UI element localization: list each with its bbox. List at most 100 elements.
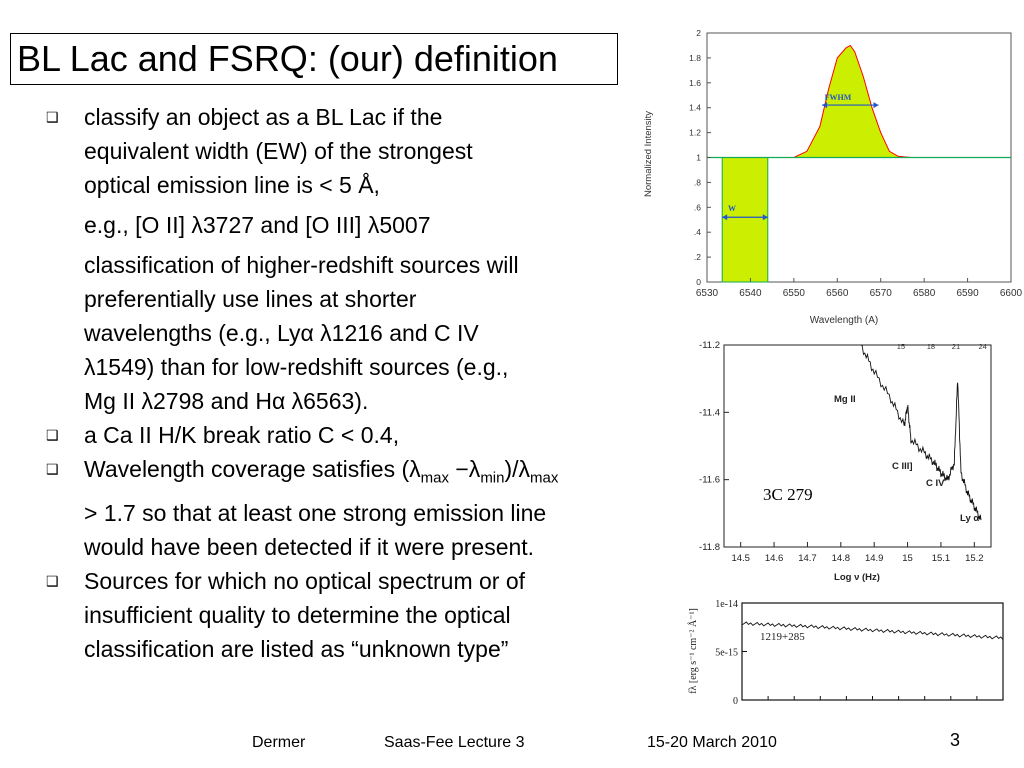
halpha-line-profile-chart: 6530 6540 6550 6560 6570 6580 6590 6600 0 .2 .4 .6.…: [643, 28, 1023, 326]
x-tick-label: 15.1: [932, 553, 951, 564]
bullet-text-line: optical emission line is < 5 Å,: [84, 172, 380, 198]
bullet-text-line: equivalent width (EW) of the strongest: [84, 138, 473, 164]
x-axis-label: Wavelength (A): [810, 315, 879, 326]
y-tick-label: 1.8: [689, 53, 701, 63]
x-tick-label: 14.6: [765, 553, 784, 564]
x-tick-label: 6600: [1000, 288, 1023, 299]
top-tick-label: 15: [897, 342, 905, 351]
w-label: W: [728, 204, 736, 213]
bullet-text-line: Sources for which no optical spectrum or…: [84, 567, 526, 594]
equivalent-width-box: [721, 157, 769, 283]
bullet-text-line: Wavelength coverage satisfies (λmax −λmi…: [84, 452, 680, 496]
top-tick-label: 21: [952, 342, 960, 351]
source-name-label: 3C 279: [763, 485, 813, 504]
checkbox-bullet-icon: ❑: [46, 427, 59, 443]
y-tick-label: -11.2: [699, 340, 720, 351]
footer-author: Dermer: [252, 734, 306, 751]
line-label-lya: Ly α: [960, 513, 979, 524]
bullet-text-line: classification are listed as “unknown ty…: [84, 635, 509, 662]
example-lines: e.g., [O II] λ3727 and [O III] λ5007: [84, 212, 431, 238]
1219-285-spectrum-chart: 1e-14 5e-15 0 fλ [erg s⁻¹ cm⁻² Å⁻¹] 1219+2…: [687, 599, 1004, 707]
x-tick-label: 6560: [826, 288, 849, 299]
x-tick-label: 15.2: [965, 553, 984, 564]
subscript: min: [480, 469, 505, 487]
emission-line-fill: [707, 45, 1011, 158]
bullet-text-line: would have been detected if it were pres…: [84, 533, 535, 560]
y-tick-label: -11.6: [699, 475, 720, 486]
y-tick-label: 1.2: [689, 128, 701, 138]
y-axis-label: Normalized Intensity: [643, 111, 654, 197]
x-tick-label: 6590: [956, 288, 979, 299]
page-number: 3: [950, 730, 961, 750]
y-tick-label: 2: [696, 28, 701, 38]
top-tick-label: 24: [978, 342, 986, 351]
checkbox-bullet-icon: ❑: [46, 109, 59, 125]
y-tick-label: .8: [694, 177, 701, 187]
checkbox-bullet-icon: ❑: [46, 572, 59, 589]
fwhm-arrowhead-left: [822, 102, 828, 109]
y-tick-label: 1.6: [689, 78, 701, 88]
fwhm-arrowhead-right: [873, 102, 879, 109]
bullet-ca-break: ❑ a Ca II H/K break ratio C < 0.4,: [40, 418, 680, 452]
top-tick-label: 18: [927, 342, 935, 351]
line-label-ciii: C III]: [892, 461, 913, 472]
y-tick-label: -11.8: [699, 542, 720, 553]
redshift-note: classification of higher-redshift source…: [40, 248, 680, 418]
source-name-label: 1219+285: [760, 631, 805, 643]
y-tick-label: -11.4: [699, 407, 720, 418]
subscript: max: [420, 469, 449, 487]
w-arrowhead-right: [762, 214, 768, 221]
bullet-text-line: > 1.7 so that at least one strong emissi…: [84, 499, 547, 526]
x-tick-label: 6550: [783, 288, 806, 299]
bullet-text-line: Mg II λ2798 and Hα λ6563).: [84, 388, 369, 414]
footer-date: 15-20 March 2010: [647, 734, 777, 751]
footer-lecture: Saas-Fee Lecture 3: [384, 734, 525, 751]
y-tick-label: 0: [696, 277, 701, 287]
plot-frame: [723, 344, 992, 548]
subscript: max: [530, 469, 559, 487]
y-tick-label: .6: [694, 202, 701, 212]
x-tick-label: 14.7: [798, 553, 817, 564]
bullet-text-line: classify an object as a BL Lac if the: [84, 104, 443, 130]
fwhm-label: FWHM: [825, 93, 852, 102]
bullet-text-line: a Ca II H/K break ratio C < 0.4,: [84, 422, 400, 448]
y-tick-label: 1.4: [689, 103, 701, 113]
y-axis-label: fλ [erg s⁻¹ cm⁻² Å⁻¹]: [687, 608, 699, 694]
x-axis-label: Log ν (Hz): [834, 572, 880, 583]
text-run: )/λ: [504, 456, 531, 482]
bullet-text-line: wavelengths (e.g., Lyα λ1216 and C IV: [84, 320, 479, 346]
y-tick-label: .4: [694, 227, 701, 237]
bullet-text-line: preferentially use lines at shorter: [84, 286, 417, 312]
x-tick-label: 6570: [870, 288, 893, 299]
line-label-civ: C IV: [926, 478, 945, 489]
emission-line-profile: [707, 44, 1011, 158]
bullet-unknown-type: ❑ Sources for which no optical spectrum …: [40, 564, 680, 666]
y-tick-label: 1e-14: [715, 599, 738, 610]
line-label-mgii: Mg II: [834, 394, 856, 405]
plot-frame: [741, 602, 1004, 701]
x-tick-label: 15: [902, 553, 913, 564]
text-run: −λ: [448, 456, 481, 482]
bullet-wavelength-coverage: ❑ Wavelength coverage satisfies (λmax −λ…: [40, 452, 680, 564]
y-tick-label: 5e-15: [715, 648, 738, 659]
y-tick-label: 1: [696, 153, 701, 163]
y-tick-label: .2: [694, 252, 701, 262]
text-run: Wavelength coverage satisfies (λ: [84, 456, 421, 482]
bullet-text-line: insufficient quality to determine the op…: [84, 601, 511, 628]
bullet-bl-lac-definition: ❑ classify an object as a BL Lac if the …: [40, 100, 680, 202]
bullet-text-line: classification of higher-redshift source…: [84, 252, 519, 278]
3c279-spectrum-chart: 14.5 14.6 14.7 14.8 14.9 15 15.1 15.2 -11.2 -11.4…: [699, 340, 992, 583]
x-tick-label: 14.5: [731, 553, 750, 564]
spectrum-line: [741, 621, 1004, 640]
spectrum-line: [860, 344, 982, 521]
x-tick-label: 14.9: [865, 553, 884, 564]
bullet-list: ❑ classify an object as a BL Lac if the …: [40, 100, 680, 666]
bullet-text-line: λ1549) than for low-redshift sources (e.…: [84, 354, 509, 380]
x-tick-label: 6540: [739, 288, 762, 299]
x-tick-label: 6580: [913, 288, 936, 299]
w-arrowhead-left: [722, 214, 728, 221]
y-tick-label: 0: [733, 696, 738, 707]
x-tick-label: 14.8: [832, 553, 851, 564]
x-tick-label: 6530: [696, 288, 719, 299]
slide-title: BL Lac and FSRQ: (our) definition: [10, 33, 618, 85]
